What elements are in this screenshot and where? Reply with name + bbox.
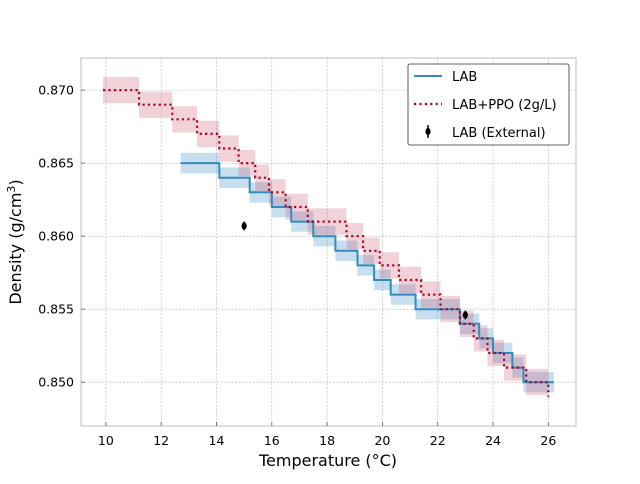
y-tick-label: 0.865 [38, 156, 74, 171]
x-tick-label: 10 [98, 433, 114, 448]
x-axis-label: Temperature (°C) [258, 451, 397, 470]
x-tick-label: 14 [209, 433, 225, 448]
x-tick-label: 22 [430, 433, 446, 448]
x-tick-label: 26 [540, 433, 556, 448]
x-tick-label: 12 [153, 433, 169, 448]
series-lines [103, 89, 554, 397]
line-series-1 [103, 89, 550, 397]
x-axis-ticks: 10 12 14 16 18 20 22 24 26 [98, 422, 556, 448]
y-axis-label-main: Density (g/cm [6, 193, 25, 305]
legend-label-lab: LAB [452, 70, 477, 85]
legend-box [407, 63, 570, 146]
legend-label-lab-ppo: LAB+PPO (2g/L) [452, 98, 557, 113]
x-tick-label: 20 [374, 433, 390, 448]
legend: LAB LAB+PPO (2g/L) LAB (External) [407, 63, 570, 146]
legend-label-external: LAB (External) [452, 126, 546, 141]
y-tick-label: 0.850 [38, 375, 74, 390]
y-tick-label: 0.870 [38, 83, 74, 98]
y-tick-label: 0.855 [38, 302, 74, 317]
y-axis-ticks: 0.850 0.855 0.860 0.865 0.870 [38, 83, 85, 390]
y-axis-label-superscript: 3 [5, 186, 18, 193]
external-data-points [241, 221, 468, 320]
y-axis-label-close: ) [6, 179, 25, 185]
external-data-point [241, 222, 247, 230]
x-tick-label: 16 [264, 433, 280, 448]
line-series-0 [180, 162, 554, 384]
x-tick-label: 18 [319, 433, 335, 448]
x-tick-label: 24 [485, 433, 501, 448]
uncertainty-bands [103, 77, 554, 410]
y-tick-label: 0.860 [38, 229, 74, 244]
plot-frame [80, 57, 577, 427]
band-series-1 [103, 77, 549, 410]
external-data-point [462, 311, 468, 319]
legend-swatch-external-marker [425, 127, 431, 136]
band-series-0 [180, 152, 554, 393]
y-axis-label: Density (g/cm3) [5, 179, 25, 304]
